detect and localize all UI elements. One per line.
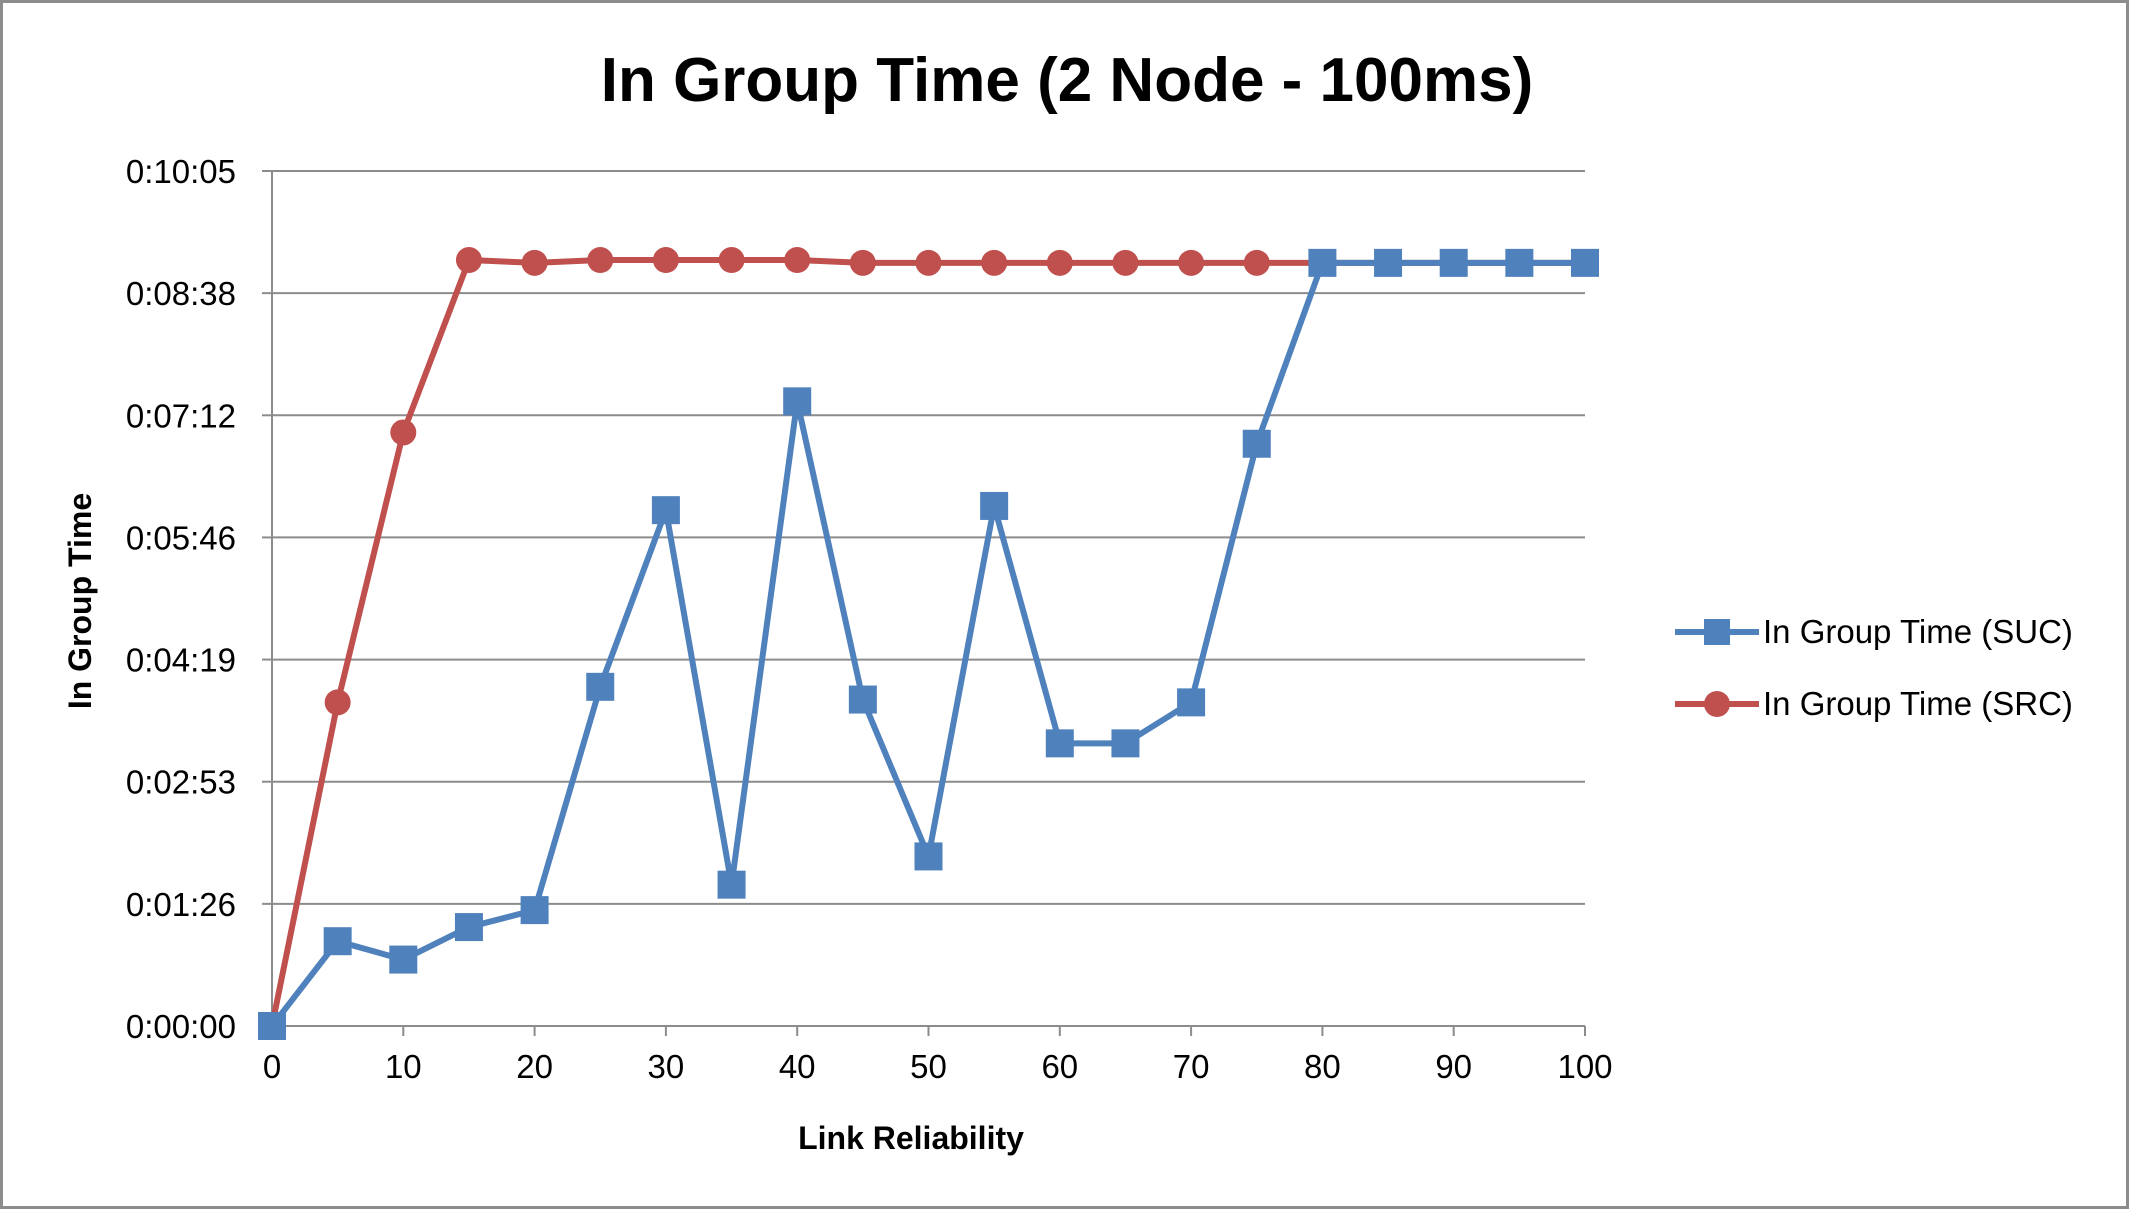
data-point-src [390,419,417,446]
y-tick-label: 0:08:38 [126,275,236,312]
series-line [269,257,1585,1027]
data-point-suc [1242,429,1271,458]
data-point-src [1178,249,1205,276]
data-point-suc [520,896,549,925]
data-point-src [587,247,614,274]
x-tick-label: 100 [1557,1048,1612,1085]
x-tick-labels: 0 10 20 30 40 50 60 70 80 90 100 [263,1048,1613,1085]
x-tick-label: 10 [385,1048,422,1085]
x-tick-label: 90 [1435,1048,1472,1085]
data-point-suc [651,496,680,525]
data-point-src [1046,249,1073,276]
legend-label-suc: In Group Time (SUC) [1763,613,2073,650]
y-axis-title: In Group Time [62,493,98,709]
x-tick-label: 40 [779,1048,816,1085]
legend-entry-suc: In Group Time (SUC) [1675,613,2073,650]
legend: In Group Time (SUC) In Group Time (SRC) [1675,613,2073,722]
data-point-src [981,249,1008,276]
data-point-suc [783,387,812,416]
data-point-src [718,247,745,274]
data-point-suc [323,927,352,956]
data-point-suc [980,491,1009,520]
data-point-src [1112,249,1139,276]
data-point-src [915,249,942,276]
data-point-src [324,689,351,716]
data-point-suc [914,842,943,871]
data-point-src [455,247,482,274]
series-line [269,259,1585,1028]
data-point-suc [1045,729,1074,758]
data-point-suc [1505,248,1534,277]
legend-marker-src [1704,691,1730,717]
y-tick-label: 0:01:26 [126,886,236,923]
axes [262,170,1586,1036]
x-axis-title: Link Reliability [798,1120,1024,1156]
y-tick-labels: 0:00:00 0:01:26 0:02:53 0:04:19 0:05:46 0:07:… [126,153,236,1045]
series-layer [258,247,1599,1040]
data-point-suc [1308,248,1337,277]
data-point-suc [1177,688,1206,717]
y-tick-label: 0:02:53 [126,764,236,801]
x-tick-label: 30 [648,1048,685,1085]
y-tick-label: 0:07:12 [126,397,236,434]
x-tick-label: 0 [263,1048,281,1085]
data-point-src [784,247,811,274]
y-tick-label: 0:05:46 [126,519,236,556]
data-point-suc [258,1012,286,1040]
series-suc [258,248,1599,1040]
x-tick-label: 70 [1173,1048,1210,1085]
x-tick-label: 50 [910,1048,947,1085]
x-tick-label: 20 [516,1048,553,1085]
data-point-suc [586,672,615,701]
data-point-suc [1111,729,1140,758]
data-point-suc [389,945,418,974]
data-point-src [849,249,876,276]
data-point-src [1243,249,1270,276]
data-point-suc [717,870,746,899]
x-tick-label: 80 [1304,1048,1341,1085]
y-tick-label: 0:00:00 [126,1008,236,1045]
data-point-suc [1571,248,1599,277]
data-point-suc [1439,248,1468,277]
line-chart: In Group Time (2 Node - 100ms) 0:00:000:… [62,46,2073,1156]
data-point-suc [1374,248,1403,277]
data-point-suc [454,913,483,942]
gridlines [272,170,1585,905]
legend-entry-src: In Group Time (SRC) [1675,685,2073,722]
y-tick-label: 0:10:05 [126,153,236,190]
x-tick-label: 60 [1041,1048,1078,1085]
data-point-src [521,249,548,276]
chart-title: In Group Time (2 Node - 100ms) [601,46,1533,115]
y-tick-label: 0:04:19 [126,642,236,679]
legend-label-src: In Group Time (SRC) [1763,685,2073,722]
data-point-src [652,247,679,274]
legend-marker-suc [1704,619,1730,645]
data-point-suc [848,685,877,714]
